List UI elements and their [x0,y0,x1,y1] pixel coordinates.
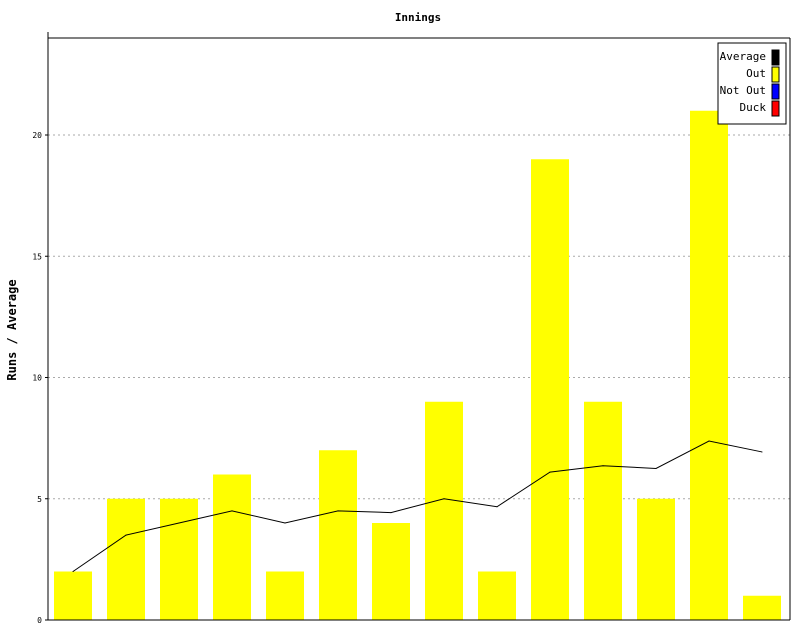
legend: Average Out Not Out Duck [717,42,787,125]
y-tick-label: 0 [37,616,42,625]
bar-out [584,401,622,620]
average-point [549,471,551,473]
bar-out [266,571,304,620]
legend-label: Not Out [720,84,766,97]
average-point [761,451,763,453]
y-tick-label: 10 [32,374,42,383]
y-axis-label: Runs / Average [5,279,19,380]
legend-swatch [771,66,780,83]
bar-out [319,450,357,620]
average-point [602,465,604,467]
bar-out [213,474,251,620]
y-tick-label: 5 [37,495,42,504]
legend-label: Average [720,50,766,63]
bar-out [425,401,463,620]
legend-swatch [771,49,780,66]
bar-out [54,571,92,620]
bar-out [372,523,410,620]
legend-swatch [771,100,780,117]
average-point [284,522,286,524]
bar-out [107,498,145,620]
bar-out [637,498,675,620]
average-point [72,571,74,572]
legend-label: Duck [740,101,767,114]
axes [47,32,791,621]
bar-out [690,110,728,620]
bar-series-out [54,110,781,620]
chart-title: Innings [395,11,441,24]
y-tick-label: 20 [32,131,42,140]
average-point [443,498,445,500]
bar-out [160,498,198,620]
average-point [178,522,180,524]
line-series-average [72,440,763,572]
bar-out [743,595,781,620]
average-point [337,510,339,512]
average-point [496,506,498,508]
average-point [231,510,233,512]
gridlines [48,134,790,500]
legend-swatch [771,83,780,100]
y-ticks: 0 5 10 15 20 [32,131,48,625]
average-point [655,467,657,469]
average-point [125,534,127,536]
bar-out [478,571,516,620]
average-line [72,440,763,572]
average-point [390,512,392,514]
bar-out [531,159,569,620]
y-tick-label: 15 [32,252,42,261]
average-point [708,440,710,442]
legend-label: Out [746,67,766,80]
